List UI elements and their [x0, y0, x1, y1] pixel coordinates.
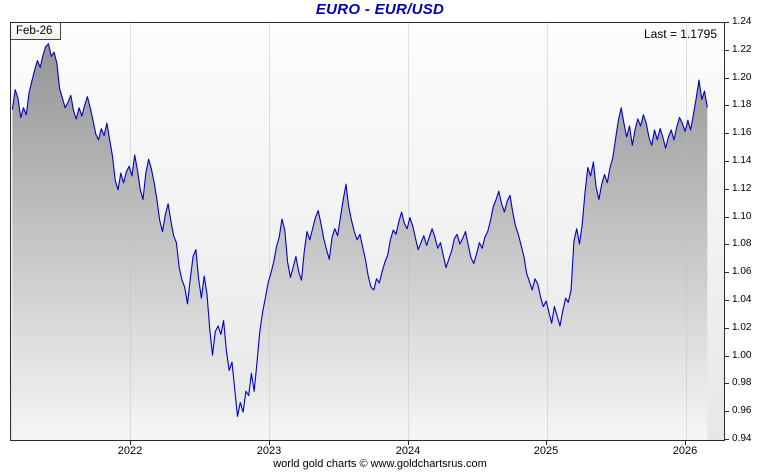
y-tick-label: 1.22 [732, 44, 752, 55]
x-tick-mark [546, 441, 547, 445]
x-tick-mark [269, 441, 270, 445]
footer-credit: world gold charts © www.goldchartsrus.co… [273, 458, 487, 470]
y-tick-label: 1.24 [732, 16, 752, 27]
y-tick-label: 1.04 [732, 294, 752, 305]
x-tick-label: 2022 [117, 445, 143, 457]
last-price-label: Last = 1.1795 [643, 27, 717, 41]
y-tick-label: 1.06 [732, 266, 752, 277]
y-tick-label: 1.10 [732, 211, 752, 222]
plot-area: Feb-26 Last = 1.1795 [10, 22, 725, 441]
y-tick-mark [725, 217, 729, 218]
y-tick-mark [725, 244, 729, 245]
chart-title: EURO - EUR/USD [315, 1, 445, 18]
y-tick-mark [725, 22, 729, 23]
y-tick-label: 0.94 [732, 433, 752, 444]
date-label: Feb-26 [11, 23, 62, 40]
y-tick-mark [725, 133, 729, 134]
y-tick-label: 1.16 [732, 127, 752, 138]
x-axis: 2022 2023 2024 2025 2026 [0, 441, 760, 459]
y-tick-mark [725, 356, 729, 357]
price-plot [11, 23, 724, 440]
y-tick-mark [725, 78, 729, 79]
x-tick-mark [130, 441, 131, 445]
y-tick-label: 1.18 [732, 99, 752, 110]
y-tick-label: 0.98 [732, 377, 752, 388]
y-tick-mark [725, 50, 729, 51]
x-tick-label: 2024 [395, 445, 421, 457]
y-tick-label: 0.96 [732, 405, 752, 416]
y-tick-label: 1.14 [732, 155, 752, 166]
y-tick-label: 1.00 [732, 350, 752, 361]
y-tick-mark [725, 383, 729, 384]
y-tick-mark [725, 300, 729, 301]
x-tick-mark [408, 441, 409, 445]
y-tick-label: 1.20 [732, 72, 752, 83]
y-tick-mark [725, 105, 729, 106]
y-tick-mark [725, 439, 729, 440]
y-tick-mark [725, 161, 729, 162]
y-tick-label: 1.02 [732, 322, 752, 333]
x-tick-label: 2025 [533, 445, 559, 457]
y-tick-mark [725, 272, 729, 273]
y-tick-mark [725, 189, 729, 190]
x-tick-label: 2026 [672, 445, 698, 457]
y-tick-mark [725, 328, 729, 329]
x-tick-mark [685, 441, 686, 445]
y-axis: 0.94 0.96 0.98 1.00 1.02 1.04 1.06 1.08 1.10 1.12… [725, 0, 760, 460]
x-tick-label: 2023 [256, 445, 282, 457]
y-tick-label: 1.12 [732, 183, 752, 194]
y-tick-mark [725, 411, 729, 412]
y-tick-label: 1.08 [732, 238, 752, 249]
